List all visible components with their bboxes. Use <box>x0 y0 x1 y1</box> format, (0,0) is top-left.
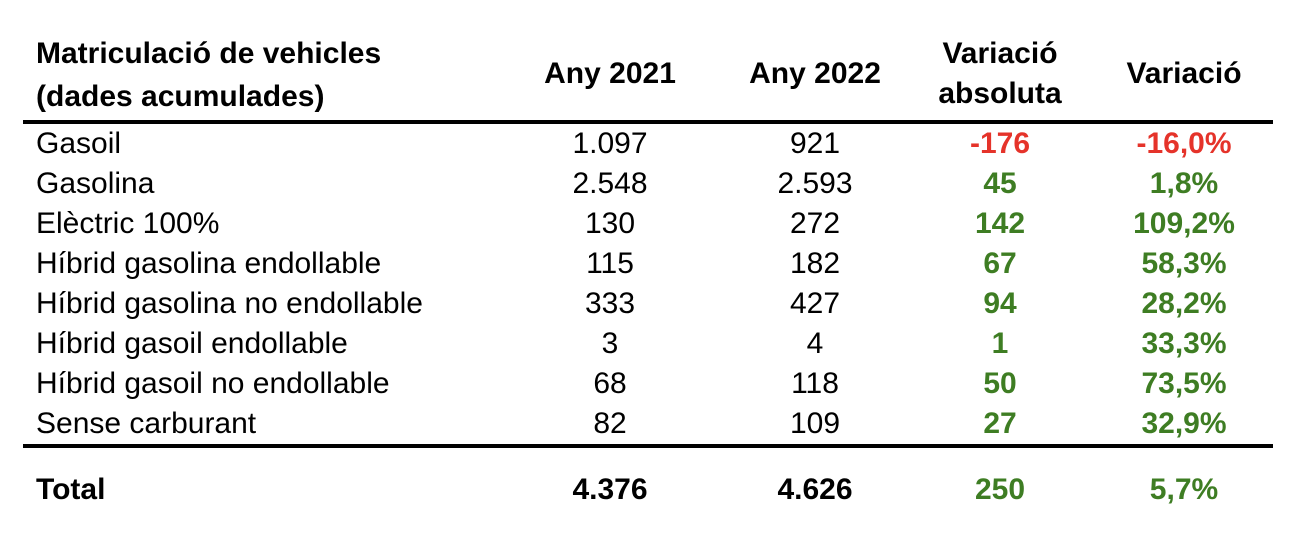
table-title: Matriculació de vehicles <box>36 37 382 70</box>
cell-any2022: 272 <box>789 207 841 240</box>
column-header-any-2021: Any 2021 <box>495 27 725 124</box>
table-title-cell: Matriculació de vehicles (dades acumulad… <box>23 27 495 124</box>
table-row-gasoil: Gasoil 1.097 921 -176 -16,0% <box>23 122 1273 164</box>
table-header: Matriculació de vehicles (dades acumulad… <box>23 27 1273 124</box>
cell-label: Híbrid gasoil endollable <box>36 327 348 360</box>
cell-any2021: 68 <box>593 367 627 400</box>
cell-label: Gasoil <box>36 127 122 160</box>
cell-any2022: 182 <box>789 247 841 280</box>
cell-any2022: 118 <box>791 367 839 400</box>
cell-variacio-absoluta: 94 <box>983 287 1017 320</box>
column-header-variacio-absoluta: Variació absoluta <box>905 27 1095 124</box>
table-subtitle: (dades acumulades) <box>36 80 325 113</box>
table-row-sense-carburant: Sense carburant 82 109 27 32,9% <box>23 404 1273 448</box>
cell-variacio-absoluta: 50 <box>983 367 1017 400</box>
table-row-hibrid-gasolina-no-endollable: Híbrid gasolina no endollable 333 427 94… <box>23 284 1273 324</box>
cell-variacio: 58,3% <box>1141 247 1227 280</box>
total-label: Total <box>36 473 106 506</box>
cell-variacio: 32,9% <box>1095 404 1273 448</box>
cell-any2021: 2.548 <box>572 167 648 200</box>
cell-variacio-absoluta: 142 <box>974 207 1026 240</box>
cell-label: Gasolina <box>36 167 155 200</box>
cell-label: Elèctric 100% <box>36 207 220 240</box>
cell-any2022: 921 <box>789 127 841 160</box>
cell-any2021: 1.097 <box>572 127 648 160</box>
cell-variacio: 33,3% <box>1141 327 1227 360</box>
column-header-any-2022: Any 2022 <box>725 27 905 124</box>
column-header-variacio: Variació <box>1095 27 1273 124</box>
cell-any2021: 3 <box>601 327 619 360</box>
table-row-gasolina: Gasolina 2.548 2.593 45 1,8% <box>23 164 1273 204</box>
total-row: Total 4.376 4.626 250 5,7% <box>23 446 1273 506</box>
cell-any2021: 130 <box>584 207 636 240</box>
table-row-electric-100: Elèctric 100% 130 272 142 109,2% <box>23 204 1273 244</box>
cell-variacio-absoluta: 1 <box>991 327 1009 360</box>
cell-any2022: 109 <box>725 404 905 448</box>
cell-any2022: 427 <box>789 287 841 320</box>
cell-variacio-absoluta: 27 <box>905 404 1095 448</box>
cell-label: Sense carburant <box>23 404 495 448</box>
header-row: Matriculació de vehicles (dades acumulad… <box>23 27 1273 124</box>
table-row-hibrid-gasoil-endollable: Híbrid gasoil endollable 3 4 1 33,3% <box>23 324 1273 364</box>
cell-any2021: 333 <box>584 287 636 320</box>
total-variacio-absoluta: 250 <box>974 473 1026 506</box>
cell-label: Híbrid gasolina endollable <box>36 247 382 280</box>
cell-any2021: 82 <box>495 404 725 448</box>
table-body: Gasoil 1.097 921 -176 -16,0% Gasolina 2.… <box>23 122 1273 448</box>
vehicle-registration-table: Matriculació de vehicles (dades acumulad… <box>23 27 1273 506</box>
cell-variacio: 109,2% <box>1133 207 1235 240</box>
total-variacio: 5,7% <box>1149 473 1219 506</box>
cell-variacio: -16,0% <box>1136 127 1232 160</box>
cell-any2022: 4 <box>806 327 824 360</box>
cell-variacio-absoluta: 67 <box>983 247 1017 280</box>
cell-any2022: 2.593 <box>777 167 853 200</box>
total-any2021: 4.376 <box>572 473 648 506</box>
table-footer: Total 4.376 4.626 250 5,7% <box>23 446 1273 506</box>
table-row-hibrid-gasolina-endollable: Híbrid gasolina endollable 115 182 67 58… <box>23 244 1273 284</box>
cell-variacio: 73,5% <box>1141 367 1227 400</box>
total-any2022: 4.626 <box>777 473 853 506</box>
cell-variacio-absoluta: 45 <box>983 167 1017 200</box>
cell-variacio: 1,8% <box>1149 167 1219 200</box>
cell-label: Híbrid gasolina no endollable <box>36 287 423 320</box>
table-row-hibrid-gasoil-no-endollable: Híbrid gasoil no endollable 68 118 50 73… <box>23 364 1273 404</box>
cell-label: Híbrid gasoil no endollable <box>36 367 390 400</box>
cell-any2021: 115 <box>586 247 634 280</box>
cell-variacio: 28,2% <box>1141 287 1227 320</box>
cell-variacio-absoluta: -176 <box>969 127 1031 160</box>
